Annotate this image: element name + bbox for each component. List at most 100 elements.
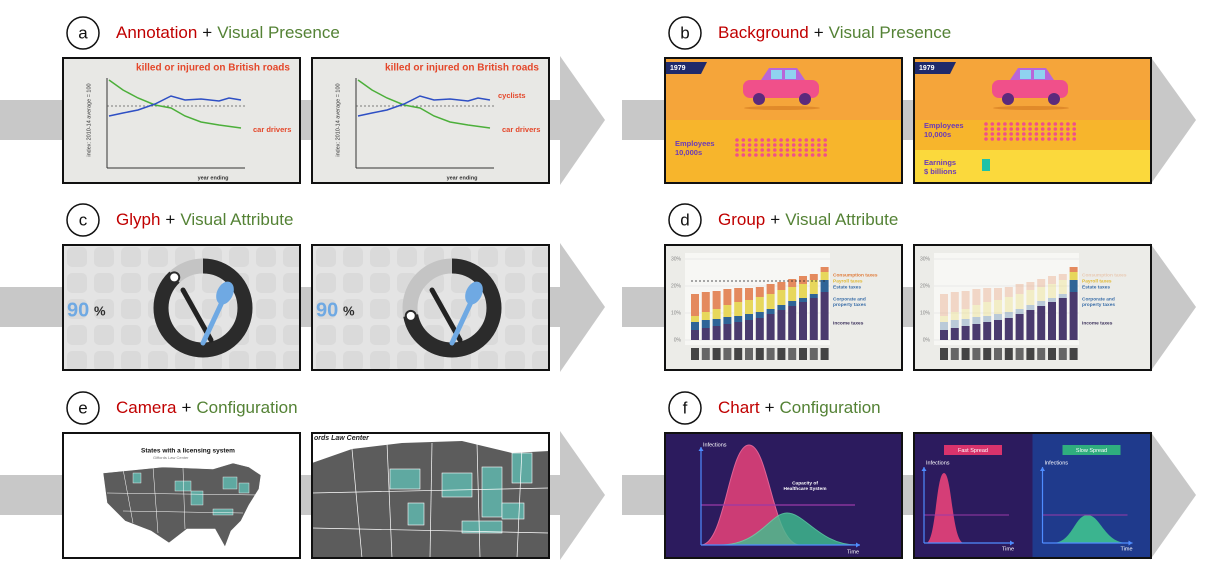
dot bbox=[779, 143, 783, 147]
group-label: 10,000s bbox=[675, 148, 702, 157]
dot bbox=[1053, 122, 1058, 126]
dot bbox=[798, 148, 802, 152]
bar-segment bbox=[1048, 276, 1056, 284]
flow-arrow-head bbox=[1150, 431, 1196, 560]
dot bbox=[1003, 132, 1007, 136]
dot bbox=[747, 138, 752, 142]
dot bbox=[1072, 132, 1076, 136]
bg-tile bbox=[148, 351, 168, 370]
bg-tile bbox=[121, 351, 141, 370]
bar-segment bbox=[983, 288, 992, 302]
y-tick-label: 10% bbox=[671, 310, 682, 316]
dot bbox=[779, 153, 783, 157]
dot bbox=[1028, 127, 1032, 131]
bar-segment bbox=[755, 312, 764, 318]
frame-border bbox=[311, 432, 550, 559]
car-wheel bbox=[1002, 93, 1014, 105]
panel-title: Camera + Configuration bbox=[116, 398, 298, 417]
dot bbox=[1015, 127, 1020, 131]
dot bbox=[760, 153, 764, 157]
flow-arrow-head bbox=[560, 56, 605, 185]
frame-border bbox=[62, 57, 301, 184]
dot bbox=[766, 143, 771, 147]
dot bbox=[735, 148, 739, 152]
portrait bbox=[1048, 348, 1056, 360]
bg-tile bbox=[370, 299, 390, 319]
dot bbox=[741, 138, 746, 142]
connector: + bbox=[770, 210, 780, 229]
dot bbox=[1066, 132, 1070, 136]
bar-segment bbox=[712, 309, 721, 319]
car-shadow bbox=[744, 106, 820, 110]
bar-segment bbox=[691, 316, 699, 322]
dot bbox=[1003, 127, 1007, 131]
portrait bbox=[972, 348, 981, 360]
bar-segment bbox=[961, 319, 970, 326]
dot bbox=[798, 143, 802, 147]
portrait bbox=[691, 348, 699, 360]
title-box bbox=[944, 445, 1002, 455]
bar-segment bbox=[1026, 290, 1035, 305]
dot bbox=[791, 138, 796, 142]
effect-term: Configuration bbox=[196, 398, 297, 417]
y-axis-label: Infections bbox=[703, 442, 727, 448]
bar-segment bbox=[799, 276, 807, 284]
bar-segment bbox=[994, 300, 1002, 314]
bar-segment bbox=[972, 317, 981, 324]
bar-segment bbox=[1004, 297, 1013, 312]
bar-segment bbox=[940, 316, 948, 322]
dot bbox=[1028, 122, 1032, 126]
car-window bbox=[1020, 70, 1031, 79]
legend-label: Income taxes bbox=[833, 320, 864, 326]
bg-tile bbox=[370, 325, 390, 345]
year-tag bbox=[665, 62, 707, 74]
dot bbox=[1009, 122, 1013, 126]
legend-label: property taxes bbox=[833, 302, 866, 308]
earnings-bar bbox=[982, 159, 990, 171]
bg-tile bbox=[229, 247, 249, 267]
portrait bbox=[777, 348, 786, 360]
panel-badge bbox=[668, 391, 702, 425]
bg-tile bbox=[343, 273, 363, 293]
year-tag bbox=[914, 62, 956, 74]
bar-segment bbox=[701, 312, 710, 320]
bar-segment bbox=[1037, 301, 1046, 306]
group-label: Employees bbox=[675, 139, 715, 148]
dot bbox=[785, 138, 790, 142]
dot bbox=[779, 148, 783, 152]
bg-tile bbox=[532, 247, 549, 267]
y-tick-label: 0% bbox=[674, 337, 682, 343]
unit: % bbox=[94, 303, 106, 318]
bar-segment bbox=[1037, 279, 1046, 287]
bg-tile bbox=[256, 325, 276, 345]
panel-badge bbox=[66, 16, 100, 50]
dot bbox=[773, 138, 777, 142]
spoon-bowl bbox=[465, 281, 483, 305]
frame-border bbox=[311, 57, 550, 184]
dot bbox=[1053, 132, 1058, 136]
ring-end bbox=[404, 309, 417, 322]
unit: % bbox=[343, 303, 355, 318]
licensed-state bbox=[132, 472, 142, 484]
fast-curve bbox=[926, 473, 964, 543]
dot bbox=[1066, 127, 1070, 131]
bar-segment bbox=[1015, 294, 1024, 309]
frame-bg bbox=[312, 58, 549, 183]
slow-curve bbox=[719, 512, 858, 546]
licensed-state bbox=[461, 520, 503, 534]
bar-segment bbox=[820, 292, 829, 340]
dot bbox=[735, 138, 739, 142]
bar-segment bbox=[1069, 292, 1078, 340]
licensed-state bbox=[441, 472, 473, 498]
bar-segment bbox=[745, 314, 753, 320]
effect-term: Visual Attribute bbox=[180, 210, 293, 229]
bar-segment bbox=[788, 287, 797, 301]
panel-title: Glyph + Visual Attribute bbox=[116, 210, 293, 229]
bg-tile bbox=[370, 351, 390, 370]
sky bbox=[312, 433, 549, 463]
y-axis-label: index: 2010-14 average = 100 bbox=[335, 83, 341, 156]
dot bbox=[823, 143, 827, 147]
dot bbox=[766, 138, 771, 142]
